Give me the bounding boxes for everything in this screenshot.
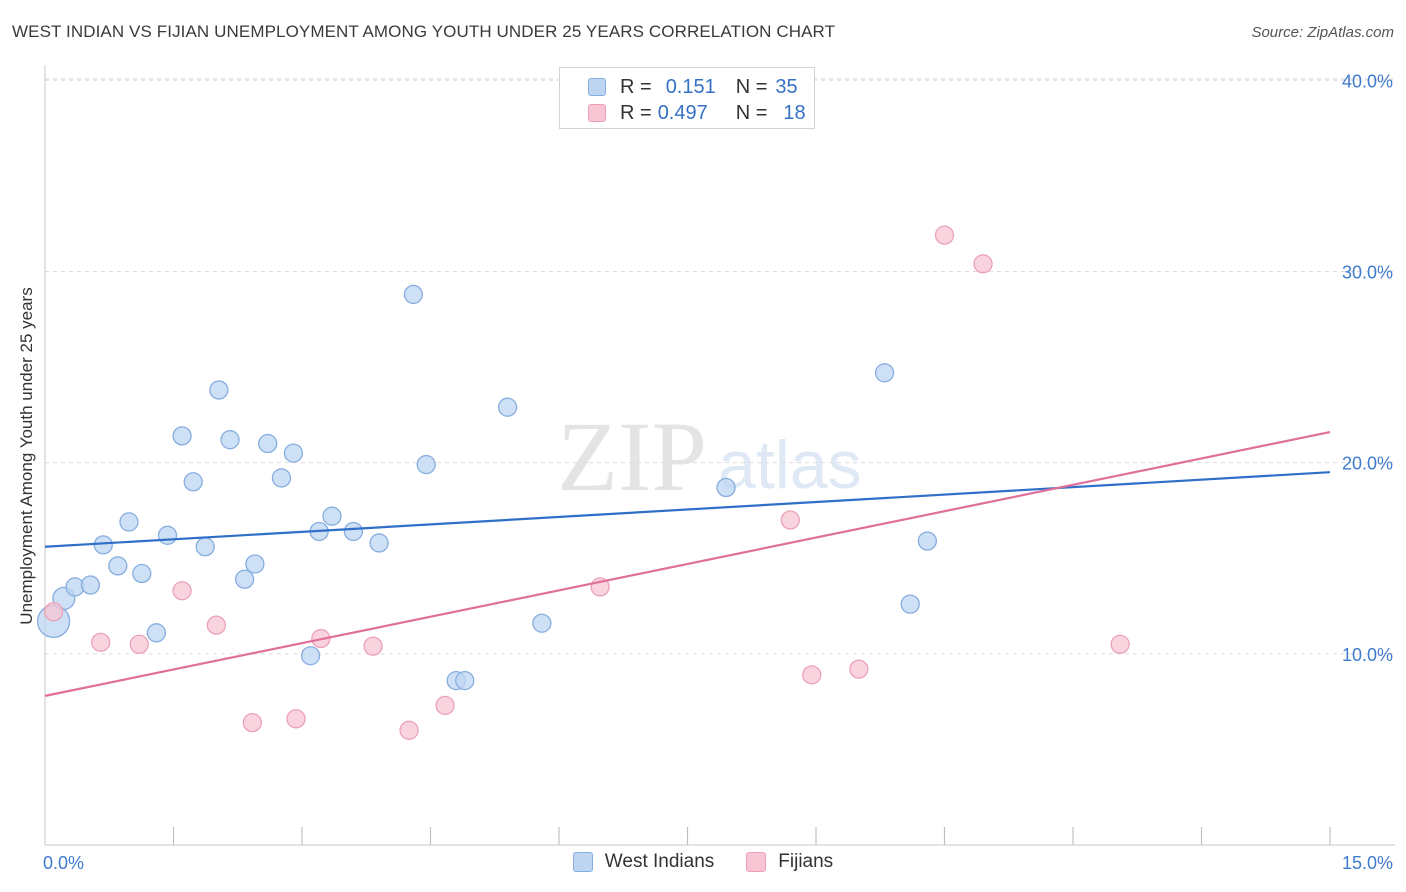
legend-row-fijians: R = 0.497 N = 18 [560, 100, 806, 126]
point-fijians [849, 659, 869, 679]
y-axis-label: Unemployment Among Youth under 25 years [17, 287, 36, 624]
point-west-indians [157, 525, 178, 545]
point-fijians [780, 510, 800, 530]
point-fijians [399, 720, 419, 740]
point-west-indians [93, 535, 113, 555]
point-fijians [43, 602, 64, 622]
point-fijians [934, 225, 955, 245]
point-fijians [91, 632, 111, 653]
point-west-indians [283, 443, 304, 463]
chart-title: WEST INDIAN VS FIJIAN UNEMPLOYMENT AMONG… [12, 22, 836, 41]
point-west-indians [146, 623, 167, 643]
point-west-indians [132, 563, 152, 584]
series-fijians [43, 225, 1130, 740]
point-fijians [1110, 634, 1130, 654]
point-west-indians [403, 284, 424, 305]
trend-line-west-indians [44, 471, 1331, 548]
legend-item-west-indians: West Indians [572, 851, 715, 873]
point-fijians [802, 665, 822, 685]
point-west-indians [220, 430, 240, 450]
watermark-atlas: atlas [718, 427, 862, 503]
point-west-indians [455, 670, 475, 691]
y-tick-label: 20.0% [1342, 454, 1393, 474]
point-west-indians [183, 472, 203, 492]
trend-lines [44, 430, 1331, 697]
x-tick-label: 15.0% [1342, 853, 1393, 873]
point-fijians [206, 615, 226, 635]
watermark: ZIP atlas [557, 401, 862, 512]
series-legend: West Indians Fijians [0, 851, 1406, 873]
legend-item-fijians: Fijians [746, 851, 833, 873]
legend-swatch-blue [572, 852, 593, 872]
point-west-indians [343, 521, 364, 542]
r-value: 0.497 [657, 101, 708, 124]
point-west-indians [209, 380, 229, 400]
y-tick-label: 10.0% [1342, 645, 1393, 665]
point-west-indians [195, 537, 215, 557]
point-west-indians [172, 426, 192, 446]
legend-row-west-indians: R = 0.151 N = 35 [560, 74, 798, 100]
r-label: R = [620, 101, 652, 124]
point-west-indians [80, 575, 101, 595]
point-fijians [242, 712, 262, 733]
point-west-indians [322, 506, 342, 526]
legend-swatch-pink [746, 852, 767, 872]
point-west-indians [532, 613, 552, 633]
legend-swatch-pink [588, 104, 606, 122]
point-west-indians [900, 594, 920, 614]
point-west-indians [369, 533, 389, 553]
n-value: 35 [775, 75, 798, 98]
correlation-legend: R = 0.151 N = 35 R = 0.497 N = 18 [559, 67, 815, 129]
point-west-indians [416, 454, 436, 475]
point-fijians [435, 695, 455, 716]
point-fijians [129, 634, 149, 654]
legend-label: Fijians [778, 851, 834, 872]
r-value: 0.151 [665, 75, 716, 98]
source-credit: Source: ZipAtlas.com [1251, 24, 1394, 41]
point-west-indians [258, 433, 278, 454]
n-label: N = [735, 101, 768, 124]
tick-labels: 10.0% 20.0% 30.0% 40.0% 0.0% 15.0% [43, 71, 1393, 873]
point-west-indians [234, 569, 255, 589]
point-west-indians [497, 397, 518, 417]
n-label: N = [735, 75, 768, 98]
point-west-indians [716, 477, 736, 498]
point-fijians [973, 254, 993, 274]
n-value: 18 [783, 101, 806, 124]
point-fijians [172, 581, 192, 601]
watermark-zip: ZIP [557, 401, 707, 512]
point-west-indians [108, 556, 128, 576]
x-tick-label: 0.0% [43, 853, 84, 873]
r-label: R = [620, 75, 652, 98]
legend-swatch-blue [588, 78, 606, 96]
y-tick-label: 30.0% [1342, 262, 1393, 282]
point-west-indians [874, 363, 895, 383]
point-west-indians [271, 468, 292, 488]
point-fijians [286, 709, 306, 729]
point-west-indians [300, 646, 321, 666]
point-west-indians [917, 531, 938, 551]
point-west-indians [245, 554, 265, 574]
trend-line-fijians [44, 430, 1331, 697]
y-tick-label: 40.0% [1342, 71, 1393, 91]
point-fijians [363, 636, 383, 656]
axes [44, 65, 1395, 846]
point-west-indians [119, 512, 139, 532]
legend-label: West Indians [604, 851, 715, 872]
